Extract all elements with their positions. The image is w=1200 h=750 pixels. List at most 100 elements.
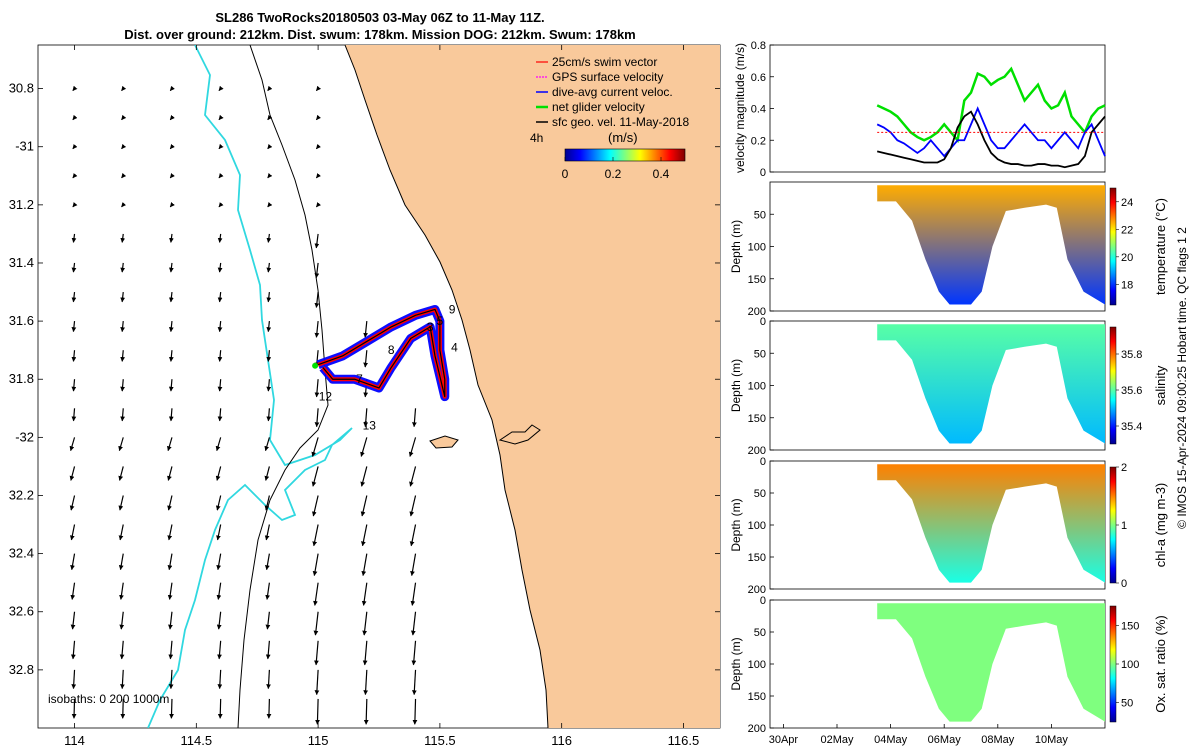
- current-arrow: [71, 379, 77, 392]
- time-xtick-label: 04May: [874, 734, 908, 746]
- salinity-section: [877, 324, 1105, 444]
- temperature-cbar-tick-label: 18: [1121, 279, 1133, 291]
- current-arrow: [218, 143, 224, 150]
- chla-ytick-label: 0: [760, 456, 766, 468]
- current-arrow: [168, 350, 174, 362]
- legend-sfc: sfc geo. vel. 11-May-2018: [536, 115, 690, 129]
- current-arrow: [169, 85, 175, 92]
- current-arrow: [71, 408, 77, 422]
- current-arrow: [118, 437, 124, 452]
- current-arrow: [314, 291, 320, 308]
- map-colorbar-ticks: 0 0.2 0.4: [562, 157, 670, 181]
- current-arrow: [167, 553, 173, 571]
- current-arrow: [118, 553, 124, 571]
- current-arrow: [168, 408, 174, 422]
- map-ytick-label: -31: [15, 139, 34, 154]
- current-arrow: [266, 379, 272, 392]
- current-arrow: [167, 582, 173, 600]
- current-arrow: [167, 437, 173, 452]
- current-arrow: [410, 582, 417, 606]
- cbar-tick-label: 0.4: [653, 167, 670, 181]
- current-arrow: [217, 321, 223, 333]
- velocity-series-dive-avg-current-veloc-: [876, 106, 1106, 158]
- current-arrow: [121, 172, 127, 179]
- chla-colorbar: [1109, 466, 1117, 584]
- current-arrows: [69, 85, 418, 725]
- current-arrow: [121, 202, 127, 208]
- current-arrow: [265, 582, 270, 600]
- legend-swim: 25cm/s swim vector: [536, 55, 657, 69]
- current-arrow: [266, 321, 272, 333]
- current-arrow: [72, 202, 78, 208]
- current-arrow: [168, 291, 174, 303]
- track-label: 13: [363, 419, 377, 433]
- velocity-ylabel: velocity magnitude (m/s): [733, 43, 747, 173]
- current-arrow: [216, 611, 222, 630]
- current-arrow: [218, 172, 224, 179]
- chla-cbar-tick-label: 1: [1121, 520, 1127, 532]
- salinity-colorbar: [1109, 326, 1117, 445]
- oxygen-ylabel: Depth (m): [729, 637, 743, 690]
- cbar-tick-label: 0.2: [605, 167, 622, 181]
- current-arrow: [314, 321, 320, 338]
- isobath-0m: [344, 45, 549, 728]
- map-xtick-label: 114.5: [181, 733, 213, 748]
- oxygen-panel: 0 50 100 150 200 Depth (m) 50 100 150 Ox. sat. ra…: [729, 595, 1168, 746]
- current-arrow: [363, 408, 369, 428]
- current-arrow: [119, 582, 124, 600]
- current-arrow: [71, 350, 77, 362]
- vel-ytick-label: 0.4: [751, 104, 766, 116]
- colorbar-title: (m/s): [608, 130, 638, 145]
- salinity-clabel: salinity: [1153, 365, 1168, 405]
- current-arrow: [410, 553, 417, 577]
- oxygen-ytick-label: 50: [754, 627, 766, 639]
- salinity-ylabel: Depth (m): [729, 359, 743, 412]
- current-arrow: [264, 553, 270, 571]
- map-colorbar: [564, 148, 686, 162]
- current-arrow: [410, 611, 417, 636]
- salinity-ytick-label: 50: [754, 348, 766, 360]
- track-label: 5: [437, 314, 444, 328]
- oxygen-cbar-tick-label: 100: [1121, 659, 1139, 671]
- oxygen-ytick-label: 0: [760, 595, 766, 607]
- current-arrow: [314, 669, 320, 696]
- current-arrow: [71, 291, 77, 303]
- isobaths-label: isobaths: 0 200 1000m: [48, 692, 169, 706]
- current-arrow: [120, 321, 125, 333]
- current-arrow: [120, 669, 125, 690]
- temperature-ytick-label: 50: [754, 209, 766, 221]
- map-ytick-label: -32: [15, 429, 34, 444]
- current-arrow: [314, 262, 320, 279]
- current-arrow: [118, 466, 124, 481]
- current-arrow: [215, 495, 222, 511]
- current-arrow: [361, 553, 368, 577]
- map-xtick-label: 116: [551, 733, 572, 748]
- velocity-lines: [876, 66, 1106, 169]
- time-xtick-label: 10May: [1035, 734, 1069, 746]
- oxygen-ytick-label: 150: [748, 691, 766, 703]
- chla-ytick-label: 100: [748, 520, 766, 532]
- current-arrow: [311, 495, 319, 517]
- current-arrow: [119, 640, 125, 660]
- current-arrow: [118, 524, 124, 541]
- map-ytick-label: 32.4: [9, 546, 34, 561]
- track-time-label: 4h: [530, 131, 543, 145]
- track-label: 7: [356, 372, 363, 386]
- current-arrow: [264, 524, 270, 541]
- current-arrow: [69, 495, 76, 511]
- time-xtick-label: 30Apr: [769, 734, 799, 746]
- current-arrow: [315, 114, 322, 121]
- current-arrow: [314, 408, 320, 428]
- current-arrow: [71, 233, 77, 243]
- current-arrow: [168, 379, 174, 392]
- current-arrow: [311, 437, 319, 457]
- map-axes: 114 114.5 115 115.5 116 116.5 30.8 -31 31.2 31.4 3…: [9, 45, 720, 748]
- current-arrow: [168, 321, 174, 333]
- current-arrow: [120, 698, 126, 719]
- map-ytick-label: 31.2: [9, 197, 34, 212]
- current-arrow: [72, 85, 78, 92]
- temperature-cbar-tick-label: 20: [1121, 252, 1133, 264]
- temperature-ytick-label: 200: [748, 306, 766, 318]
- current-arrow: [315, 85, 322, 92]
